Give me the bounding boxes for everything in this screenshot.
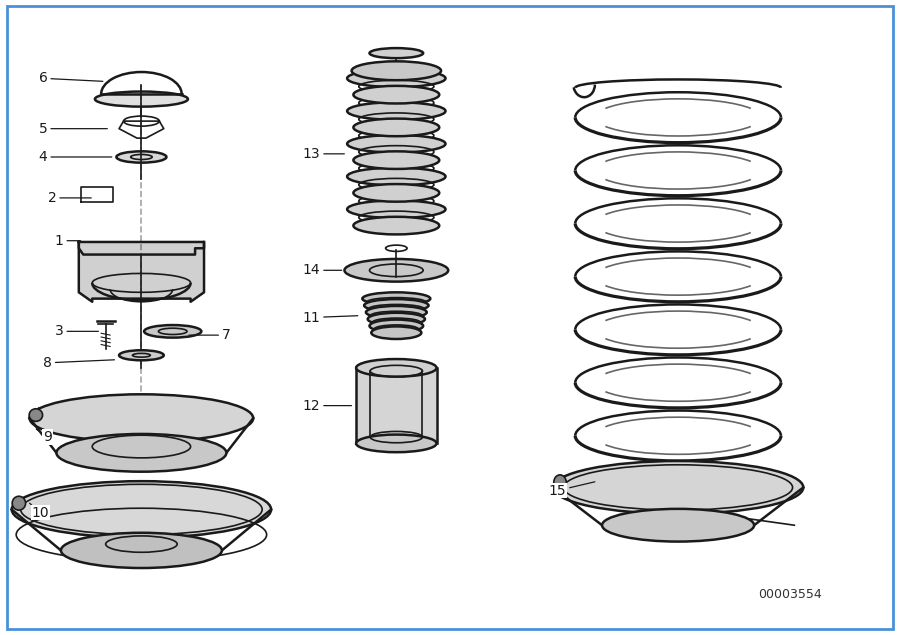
Text: 9: 9 — [36, 429, 52, 444]
Text: 7: 7 — [189, 328, 230, 342]
Ellipse shape — [119, 351, 164, 360]
Ellipse shape — [347, 201, 446, 218]
Text: 10: 10 — [30, 503, 50, 519]
Ellipse shape — [602, 509, 754, 542]
Ellipse shape — [354, 184, 439, 202]
Polygon shape — [79, 242, 204, 255]
Text: 13: 13 — [302, 147, 345, 161]
Ellipse shape — [94, 91, 188, 107]
Ellipse shape — [345, 259, 448, 281]
Ellipse shape — [354, 119, 439, 137]
Ellipse shape — [347, 102, 446, 120]
Text: 12: 12 — [302, 399, 352, 413]
Ellipse shape — [364, 299, 428, 312]
Ellipse shape — [13, 497, 25, 510]
Ellipse shape — [57, 434, 227, 472]
Ellipse shape — [372, 326, 421, 339]
Ellipse shape — [356, 434, 436, 452]
Ellipse shape — [352, 62, 441, 80]
Ellipse shape — [354, 86, 439, 104]
Text: 4: 4 — [39, 150, 112, 164]
Ellipse shape — [554, 475, 566, 490]
Text: 8: 8 — [43, 356, 114, 370]
Polygon shape — [79, 242, 204, 302]
Text: 2: 2 — [48, 191, 91, 205]
Ellipse shape — [116, 151, 166, 163]
Ellipse shape — [370, 319, 423, 332]
Ellipse shape — [368, 313, 425, 325]
Ellipse shape — [12, 481, 271, 538]
Ellipse shape — [553, 461, 804, 514]
Text: 1: 1 — [55, 234, 80, 248]
Ellipse shape — [144, 325, 202, 338]
Text: 15: 15 — [549, 482, 595, 498]
Text: 11: 11 — [302, 311, 358, 324]
Ellipse shape — [366, 306, 427, 319]
Ellipse shape — [354, 151, 439, 169]
Ellipse shape — [61, 533, 222, 568]
Text: 00003554: 00003554 — [758, 588, 822, 601]
Ellipse shape — [347, 69, 446, 87]
Ellipse shape — [347, 168, 446, 185]
Text: 6: 6 — [39, 71, 103, 85]
Ellipse shape — [363, 292, 430, 305]
Text: 3: 3 — [55, 324, 98, 338]
Polygon shape — [356, 368, 436, 443]
Ellipse shape — [354, 217, 439, 234]
Ellipse shape — [29, 409, 42, 422]
Ellipse shape — [347, 135, 446, 152]
Ellipse shape — [30, 394, 253, 442]
Ellipse shape — [356, 359, 436, 377]
Text: 14: 14 — [302, 264, 342, 277]
Ellipse shape — [370, 48, 423, 58]
Text: 5: 5 — [39, 122, 107, 136]
